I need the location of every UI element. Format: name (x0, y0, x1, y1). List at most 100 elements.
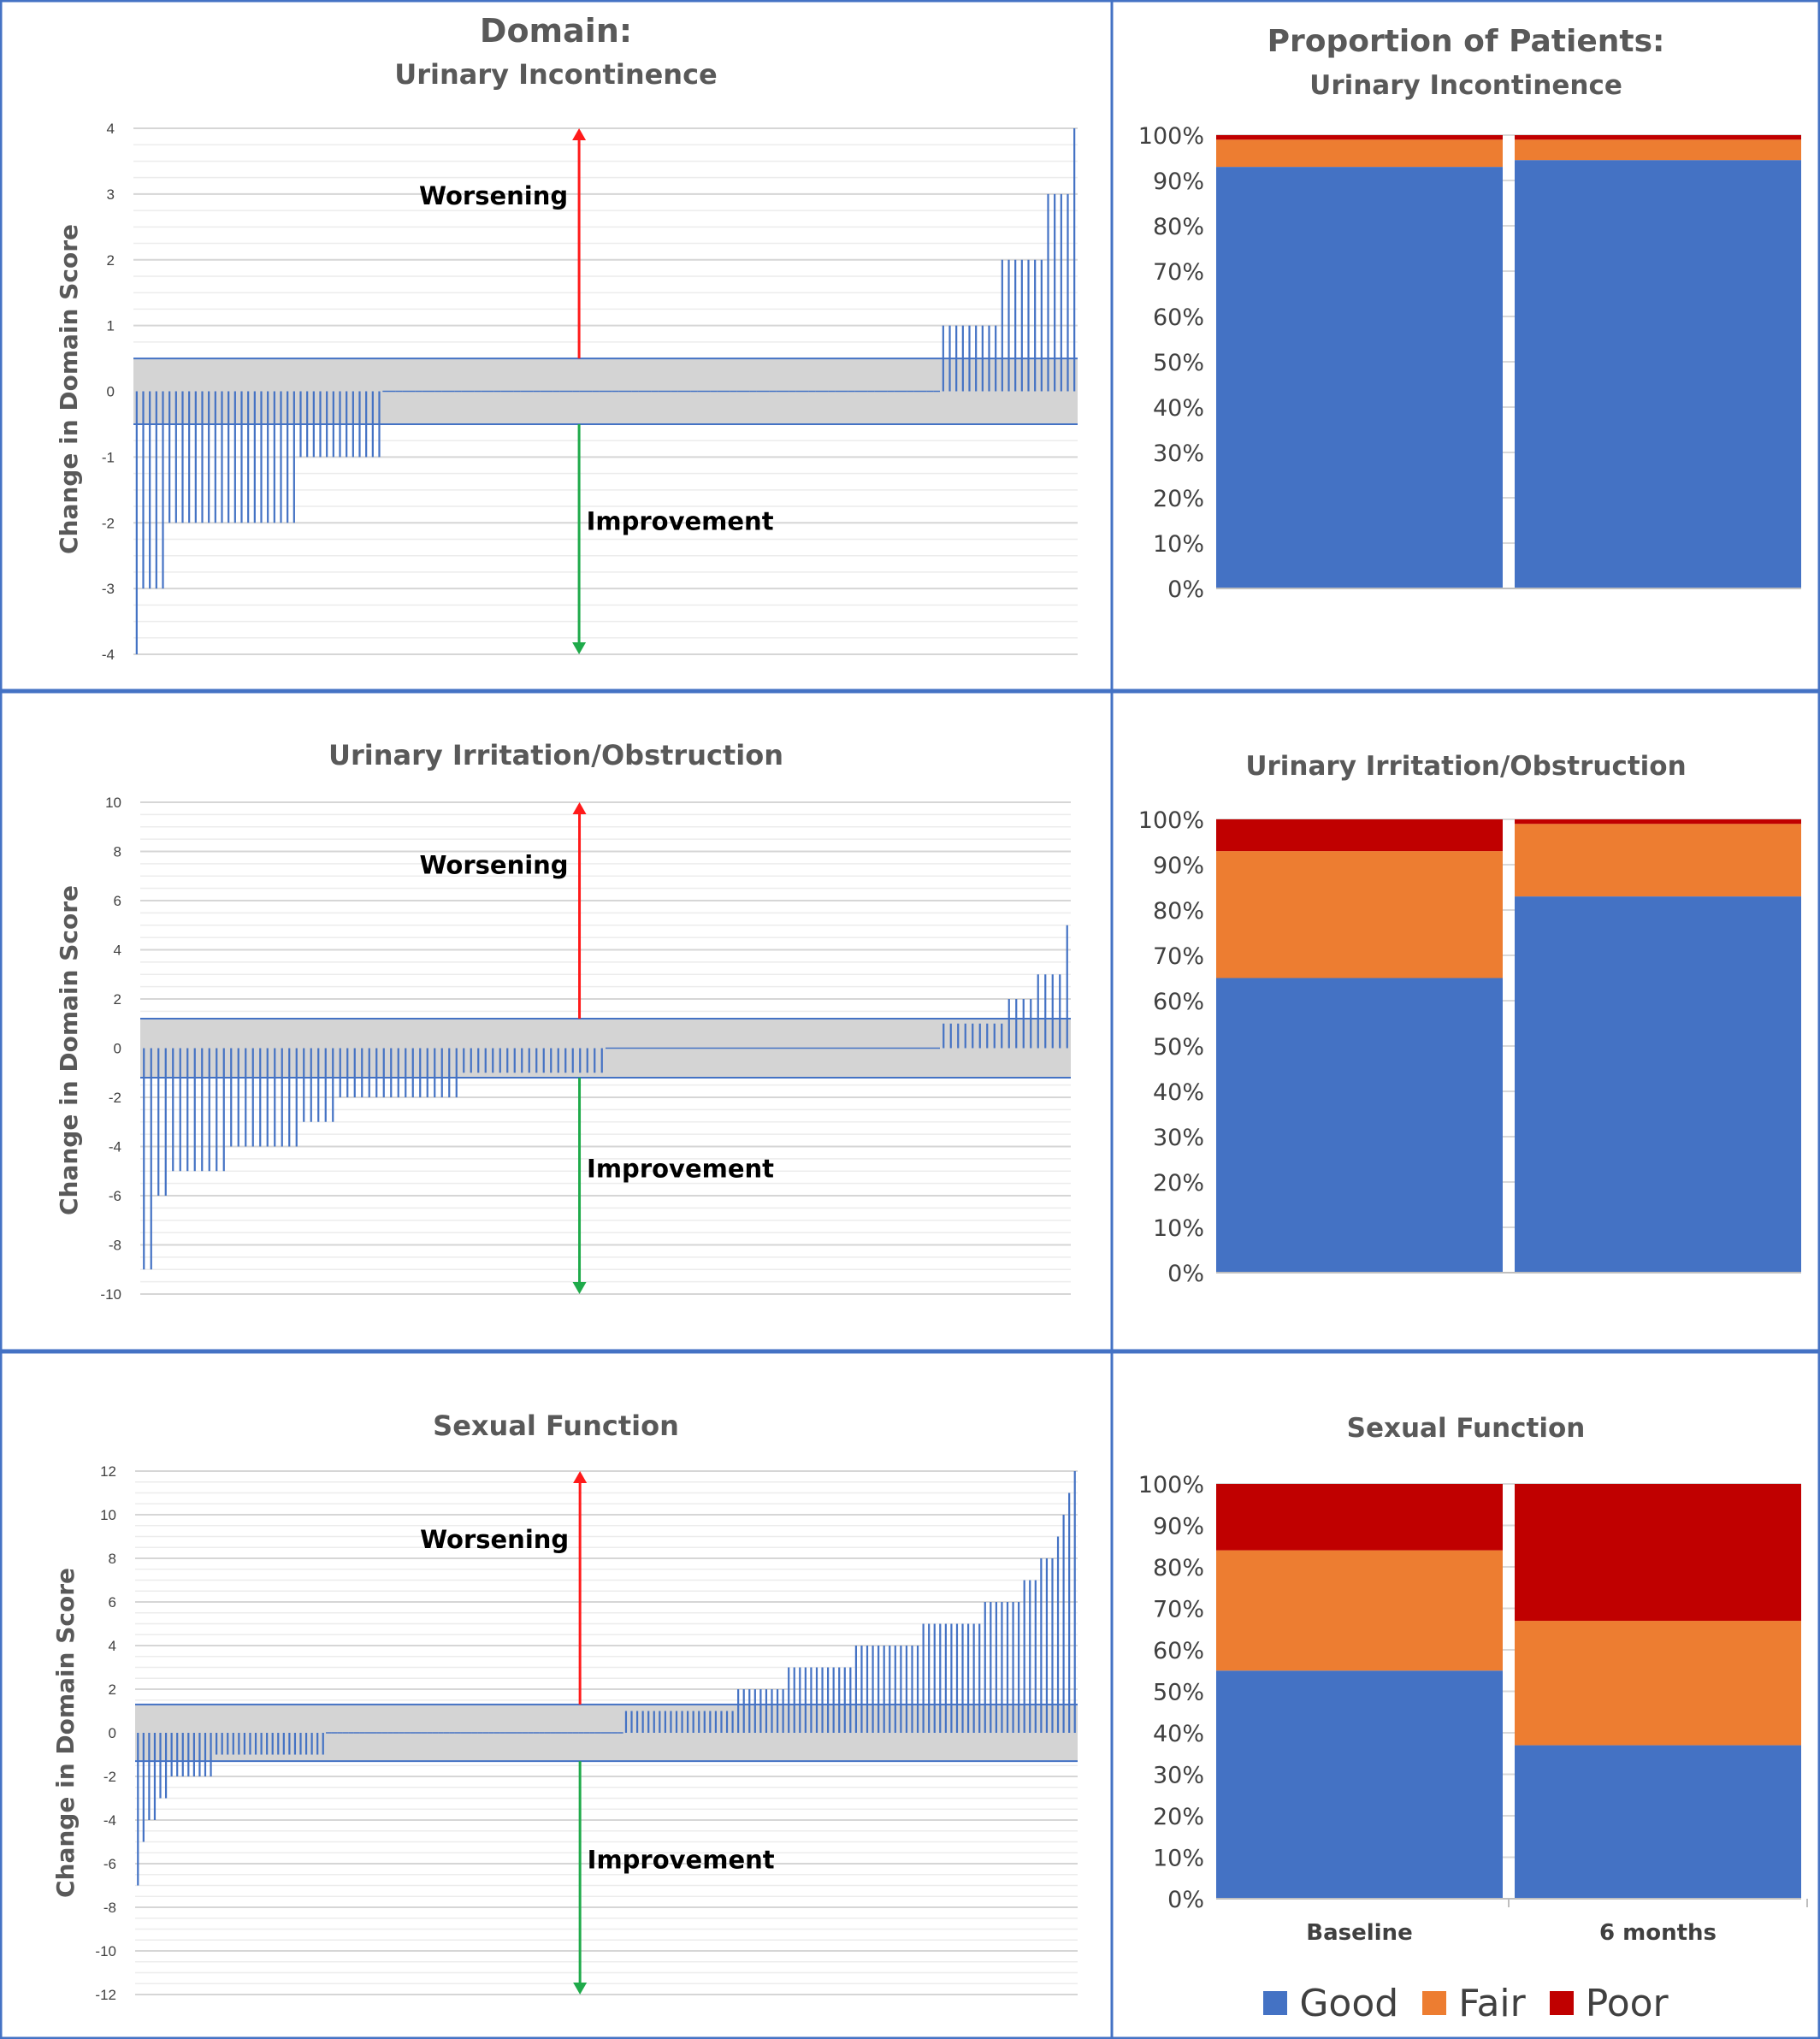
y-tick-label: 30% (1153, 440, 1204, 467)
bar-segment-good (1515, 160, 1801, 588)
y-tick-label: 80% (1153, 898, 1204, 925)
bar-segment-poor (1216, 819, 1503, 852)
y-tick-label: 8 (114, 844, 121, 860)
y-tick-label: 10 (105, 795, 121, 811)
y-tick-label: 80% (1153, 214, 1204, 240)
y-tick-label: 90% (1153, 853, 1204, 879)
y-tick-label: 4 (114, 943, 121, 959)
y-tick-label: 50% (1153, 1034, 1204, 1061)
legend-item-fair: Fair (1422, 1982, 1526, 2025)
y-tick-label: 60% (1153, 989, 1204, 1015)
waterfall-panel-sexual-function: Sexual Function 12 10 8 6 4 2 0 -2 -4 -6 -8 -10 -12 W… (0, 1351, 1112, 2039)
y-tick-label: 60% (1153, 1638, 1204, 1664)
y-tick-label: 50% (1153, 1680, 1204, 1706)
y-tick-label: -2 (103, 1769, 116, 1785)
improvement-label: Improvement (587, 1154, 774, 1183)
x-category-label: 6 months (1599, 1920, 1717, 1946)
bar-segment-good (1216, 1670, 1503, 1899)
y-tick-label: 4 (107, 121, 115, 137)
y-tick-label: -8 (103, 1900, 116, 1916)
y-tick-label: 90% (1153, 168, 1204, 195)
plot-area: 10 8 6 4 2 0 -2 -4 -6 -8 -10 Worsening Improvement Ch… (55, 795, 1071, 1303)
legend-label: Good (1299, 1981, 1399, 2025)
y-tick-label: -1 (102, 449, 115, 465)
y-tick-label: 3 (107, 186, 115, 203)
y-tick-label: 30% (1153, 1125, 1204, 1151)
y-tick-label: -4 (109, 1139, 121, 1155)
improvement-arrowhead (572, 642, 587, 654)
stacked-plot: 100% 90% 80% 70% 60% 50% 40% 30% 20% 10% 0% Baselin… (1138, 1472, 1808, 1946)
improvement-arrowhead (572, 1282, 587, 1294)
y-tick-label: 20% (1153, 1170, 1204, 1197)
y-tick-label: 20% (1153, 486, 1204, 512)
bar-segment-fair (1515, 824, 1801, 897)
legend-item-good: Good (1263, 1982, 1398, 2025)
y-tick-label: 100% (1138, 807, 1204, 834)
worsening-label: Worsening (419, 181, 568, 210)
proportion-panel-sexual-function: Sexual Function 100% 90% 80% 70% 60% 50% 40% 30… (1112, 1351, 1820, 2039)
y-axis-label: Change in Domain Score (51, 1568, 80, 1898)
stacked-plot: 100% 90% 80% 70% 60% 50% 40% 30% 20% 10% 0% (1138, 807, 1801, 1287)
y-tick-label: -6 (103, 1856, 116, 1872)
bar-segment-poor (1216, 1484, 1503, 1551)
y-tick-label: -6 (109, 1188, 121, 1204)
plot-area: 4 3 2 1 0 -1 -2 -3 -4 Worsening Improvement Change … (55, 121, 1078, 663)
y-tick-label: 100% (1138, 123, 1204, 150)
improvement-arrowhead (573, 1983, 588, 1995)
legend-swatch (1263, 1991, 1288, 2015)
bar-segment-fair (1515, 1621, 1801, 1746)
improvement-label: Improvement (588, 1846, 775, 1875)
y-tick-label: 2 (109, 1681, 116, 1698)
y-tick-label: -2 (102, 515, 115, 531)
y-tick-label: 90% (1153, 1514, 1204, 1540)
waterfall-panel-urinary-irritation: Urinary Irritation/Obstruction 10 8 6 4 2 0 -2… (0, 691, 1112, 1351)
plot-area: 12 10 8 6 4 2 0 -2 -4 -6 -8 -10 -12 Worsening Improvem… (51, 1463, 1078, 2003)
legend-swatch (1549, 1991, 1574, 2015)
y-tick-label: 0% (1167, 1261, 1204, 1287)
bar-segment-poor (1515, 819, 1801, 824)
y-tick-label: 50% (1153, 350, 1204, 376)
y-tick-label: -4 (103, 1812, 116, 1829)
worsening-label: Worsening (419, 850, 568, 879)
y-tick-label: -2 (109, 1090, 121, 1106)
y-tick-label: -12 (95, 1987, 116, 2003)
y-tick-label: 0% (1167, 1887, 1204, 1913)
y-tick-label: -10 (95, 1943, 116, 1959)
waterfall-plot: 4 3 2 1 0 -1 -2 -3 -4 Worsening Improvement Change … (55, 121, 1078, 663)
y-tick-label: 6 (114, 893, 121, 909)
legend: Good Fair Poor (1112, 1977, 1820, 2029)
legend-item-poor: Poor (1549, 1981, 1669, 2025)
plot-area: 100% 90% 80% 70% 60% 50% 40% 30% 20% 10% 0% (1138, 123, 1801, 603)
legend-label: Poor (1585, 1981, 1669, 2025)
y-tick-label: 0 (107, 384, 115, 400)
bar-segment-good (1216, 978, 1503, 1273)
bar-segment-good (1216, 167, 1503, 588)
y-tick-label: -3 (102, 581, 115, 597)
worsening-arrowhead (572, 128, 587, 140)
y-tick-label: 12 (100, 1463, 116, 1480)
y-tick-label: 30% (1153, 1763, 1204, 1789)
bar-segment-poor (1216, 135, 1503, 140)
bar-segment-good (1515, 1745, 1801, 1899)
y-tick-label: 6 (109, 1594, 116, 1611)
improvement-label: Improvement (587, 507, 774, 536)
y-tick-label: 10% (1153, 1846, 1204, 1872)
waterfall-panel-urinary-incontinence: Domain: Urinary Incontinence 4 3 2 1 0 -1 -2 -3… (0, 0, 1112, 691)
worsening-label: Worsening (420, 1525, 569, 1554)
y-tick-label: 100% (1138, 1472, 1204, 1498)
y-tick-label: -8 (109, 1238, 121, 1254)
plot-area: 100% 90% 80% 70% 60% 50% 40% 30% 20% 10% 0% Baselin… (1138, 1472, 1808, 1946)
y-axis-label: Change in Domain Score (55, 885, 83, 1215)
y-tick-label: 8 (109, 1551, 116, 1567)
y-tick-label: 0% (1167, 576, 1204, 603)
y-tick-label: 10% (1153, 531, 1204, 558)
y-tick-label: 10 (100, 1507, 116, 1523)
legend-label: Fair (1458, 1981, 1526, 2025)
y-tick-label: 0 (109, 1725, 116, 1741)
stacked-plot: 100% 90% 80% 70% 60% 50% 40% 30% 20% 10% 0% (1138, 123, 1801, 603)
y-tick-label: 80% (1153, 1555, 1204, 1581)
y-tick-label: -4 (102, 647, 115, 663)
y-tick-label: 70% (1153, 1597, 1204, 1623)
y-tick-label: 2 (114, 991, 121, 1008)
